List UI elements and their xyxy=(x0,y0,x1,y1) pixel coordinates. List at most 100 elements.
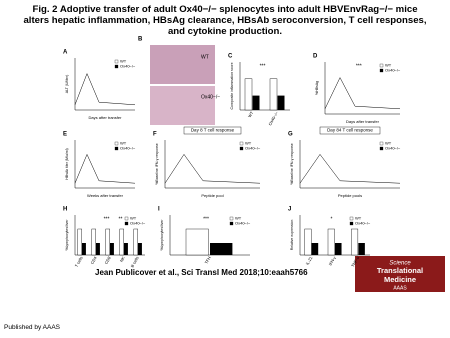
panel-label: I xyxy=(158,207,160,213)
panel-label: A xyxy=(63,50,68,56)
legend-swatch xyxy=(114,64,119,69)
y-axis-label: %Baseline IFN-γ response xyxy=(290,143,294,184)
category-label: NK xyxy=(119,255,126,263)
x-axis-label: Peptide pool xyxy=(201,193,223,198)
bar-shape xyxy=(77,228,82,256)
legend-label: WT xyxy=(385,141,392,146)
y-axis-label: ALT (U/liter) xyxy=(65,75,69,94)
bar-shape xyxy=(210,243,233,255)
bar-shape xyxy=(277,95,285,110)
panel-title: Day 84 T cell response xyxy=(327,128,373,133)
x-axis-label: Days after transfer xyxy=(346,119,380,124)
legend-swatch xyxy=(379,68,384,73)
legend-label: WT xyxy=(355,216,362,221)
legend-label: Ox40−/− xyxy=(385,146,401,151)
legend-label: Ox40−/− xyxy=(120,64,136,69)
panel-label: H xyxy=(63,207,67,213)
legend-swatch xyxy=(239,141,244,146)
y-axis-label: %Lymphocytes/liver xyxy=(160,219,164,251)
legend-label: WT xyxy=(120,59,127,64)
legend-swatch xyxy=(349,216,354,221)
bar-shape xyxy=(82,243,86,255)
legend-swatch xyxy=(349,221,354,226)
series-line xyxy=(164,153,261,184)
legend-swatch xyxy=(379,146,384,151)
logo-text: Medicine xyxy=(384,275,416,284)
bar-shape xyxy=(105,228,110,256)
category-label: TNF-α xyxy=(350,255,360,268)
legend-swatch xyxy=(229,221,234,226)
legend-swatch xyxy=(379,63,384,68)
bar-shape xyxy=(304,228,312,256)
bar-shape xyxy=(335,243,342,255)
significance: *** xyxy=(260,63,266,69)
category-label: CD8 xyxy=(103,255,112,265)
category-label: IL-21 xyxy=(305,255,314,266)
bar-shape xyxy=(269,78,278,111)
significance: *** xyxy=(356,63,362,69)
significance: *** xyxy=(104,216,110,222)
journal-logo xyxy=(355,256,445,292)
logo-text: Translational xyxy=(377,266,423,275)
category-label: CD4 xyxy=(89,255,98,265)
legend-label: Ox40−/− xyxy=(385,68,401,73)
y-axis-label: HBsAb titer (Mlu/ml) xyxy=(65,148,69,179)
legend-label: WT xyxy=(235,216,242,221)
bar-shape xyxy=(119,228,124,256)
panel-label: C xyxy=(228,54,233,60)
legend-swatch xyxy=(229,216,234,221)
panel-title: Day 8 T cell response xyxy=(191,128,235,133)
category-label: Ox40−/− xyxy=(267,110,279,126)
bar-shape xyxy=(138,243,142,255)
legend-label: Ox40−/− xyxy=(245,146,261,151)
logo-text: Science xyxy=(389,261,411,267)
y-axis-label: Composite inflammation score xyxy=(230,62,234,109)
panel-title-box xyxy=(319,126,381,135)
legend-swatch xyxy=(124,216,129,221)
legend-label: WT xyxy=(120,141,127,146)
footer: Published by AAAS xyxy=(4,324,61,331)
logo-text: AAAS xyxy=(393,285,407,291)
y-axis-label: Relative expression xyxy=(290,220,294,251)
bar-shape xyxy=(133,228,138,256)
series-line xyxy=(299,153,401,184)
panel-label: G xyxy=(288,132,293,138)
citation: Jean Publicover et al., Sci Transl Med 2… xyxy=(95,268,308,277)
category-label: TFH xyxy=(204,255,212,264)
bar-shape xyxy=(110,243,114,255)
category-label: WT xyxy=(247,110,255,118)
category-label: IFN-γ xyxy=(328,256,337,267)
image-label: Ox40−/− xyxy=(201,94,220,100)
legend-label: Ox40−/− xyxy=(235,221,251,226)
significance: * xyxy=(331,216,333,222)
legend-swatch xyxy=(114,59,119,64)
bar-shape xyxy=(358,243,365,255)
x-axis-label: Weeks after transfer xyxy=(87,193,124,198)
bar-shape xyxy=(124,243,128,255)
bar-shape xyxy=(351,228,359,256)
bar-shape xyxy=(252,95,260,110)
bar-shape xyxy=(96,243,100,255)
legend-label: WT xyxy=(130,216,137,221)
panel-label: F xyxy=(153,132,157,138)
legend-swatch xyxy=(114,141,119,146)
bar-shape xyxy=(185,228,209,256)
significance: ** xyxy=(119,216,123,222)
bar-shape xyxy=(311,243,319,255)
histology-image xyxy=(150,86,215,125)
series-line xyxy=(74,72,136,106)
significance: *** xyxy=(203,216,209,222)
y-axis-label: %HBsAg xyxy=(315,81,319,95)
legend-label: WT xyxy=(385,63,392,68)
image-label: WT xyxy=(201,54,209,60)
bar-shape xyxy=(327,228,335,256)
y-axis-label: %Baseline IFN-γ response xyxy=(155,143,159,184)
panel-label: E xyxy=(63,132,67,138)
y-axis-label: %Lymphocytes/liver xyxy=(65,219,69,251)
panel-title-box xyxy=(183,126,242,135)
panel-label: B xyxy=(138,37,143,43)
bar-shape xyxy=(244,78,253,111)
legend-label: Ox40−/− xyxy=(130,221,146,226)
legend-swatch xyxy=(114,146,119,151)
